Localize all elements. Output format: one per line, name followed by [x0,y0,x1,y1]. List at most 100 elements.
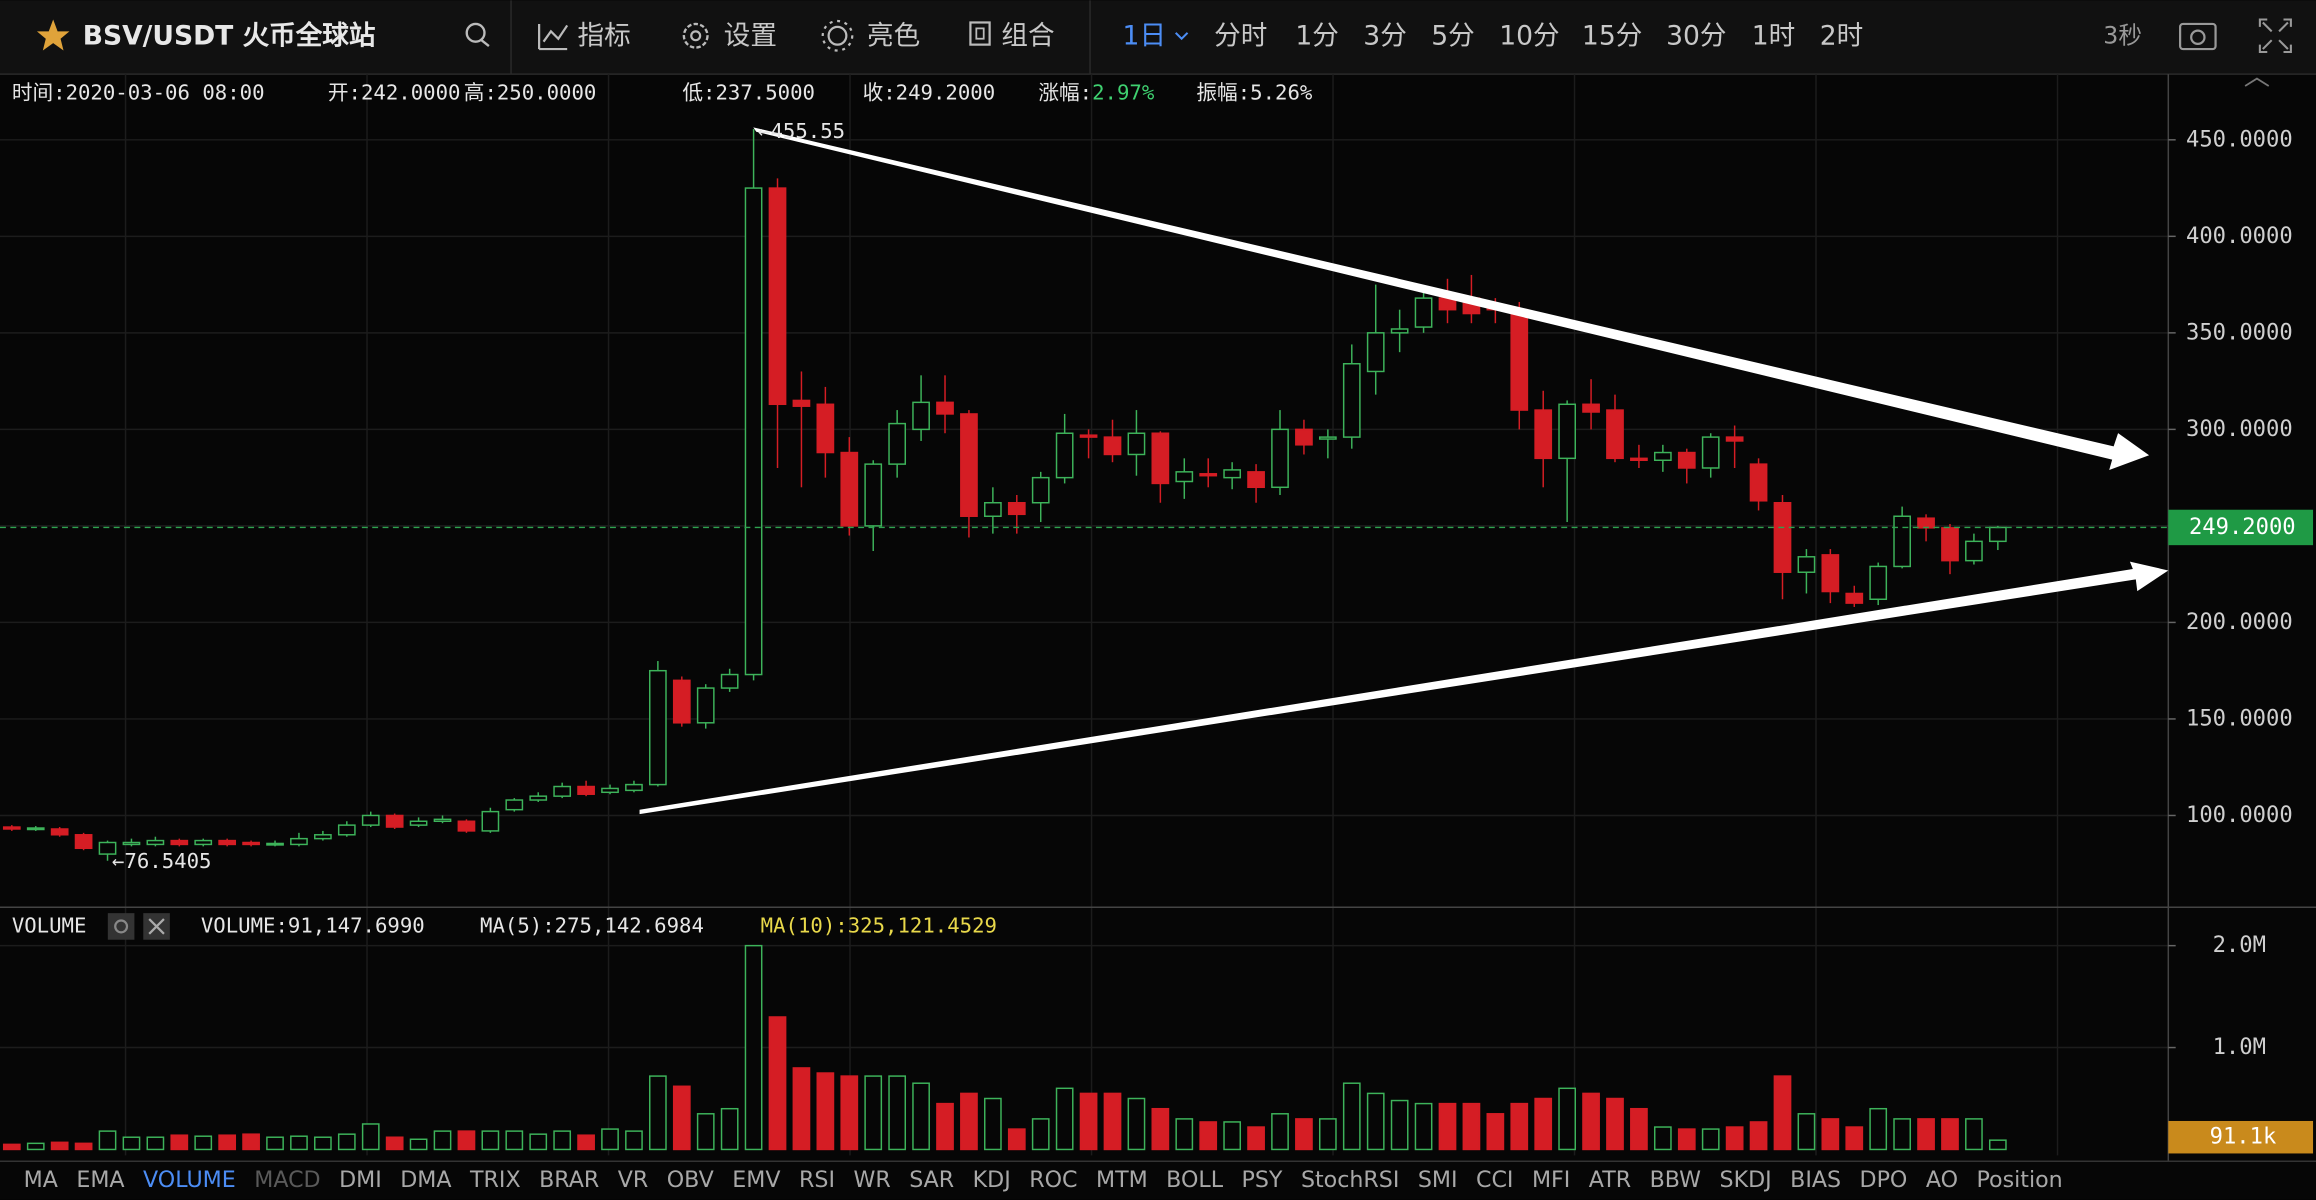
indicator-tab[interactable]: BIAS [1790,1167,1841,1193]
interval[interactable]: 10分 [1499,21,1559,52]
indicator-tab[interactable]: EMV [732,1167,780,1193]
trend-arrow [753,127,2150,471]
volume-bar [1342,1082,1361,1151]
indicator-tab[interactable]: DMI [339,1167,382,1193]
indicator-tab[interactable]: DMA [400,1167,451,1193]
interval[interactable]: 1分 [1295,21,1339,52]
indicator-tab[interactable]: WR [853,1167,890,1193]
interval-active[interactable]: 1日 [1123,21,1167,52]
candle-body [1701,436,1720,469]
volume-reading: VOLUME:91,147.6990 [201,913,425,937]
last-price-badge [2168,509,2314,546]
volume-bar [1223,1121,1242,1151]
indicator-tab[interactable]: BRAR [539,1167,599,1193]
indicator-tab[interactable]: VOLUME [143,1167,236,1193]
candle-body [170,839,189,846]
candle-body [1773,501,1792,573]
candle-body [74,834,93,850]
indicator-tab[interactable]: EMA [76,1167,124,1193]
indicator-tab[interactable]: MACD [254,1167,320,1193]
y-tick-label: 1.0M [2213,1034,2266,1060]
indicator-tab[interactable]: ROC [1029,1167,1077,1193]
indicator-tab[interactable]: Position [1976,1167,2062,1193]
favorite-star[interactable] [36,19,70,51]
candle-body [218,839,237,846]
volume-bar [266,1136,284,1151]
indicator-tab[interactable]: BBW [1650,1167,1702,1193]
volume-bar [337,1133,356,1151]
indicator-tab[interactable]: VR [618,1167,649,1193]
indicator-tab[interactable]: MTM [1096,1167,1148,1193]
volume-bar [242,1133,260,1151]
interval[interactable]: 1时 [1752,21,1796,52]
volume-bar [1534,1097,1553,1151]
interval[interactable]: 分时 [1214,21,1267,52]
candle-body [1366,332,1385,373]
menu-item[interactable]: 亮色 [867,21,920,52]
volume-bar [1988,1139,2007,1151]
volume-bar [1677,1128,1696,1151]
volume-bar [792,1067,811,1151]
volume-bar [744,944,763,1151]
search-icon[interactable] [465,22,490,48]
indicator-tab[interactable]: ATR [1589,1167,1631,1193]
interval[interactable]: 30分 [1666,21,1726,52]
volume-bar [912,1082,930,1151]
indicator-tab[interactable]: StochRSI [1301,1167,1399,1193]
indicator-tab[interactable]: CCI [1476,1167,1513,1193]
volume-bar [74,1142,93,1151]
indicator-tab[interactable]: AO [1926,1167,1958,1193]
symbol[interactable]: BSV/USDT 火币全球站 [83,21,376,52]
menu-item[interactable]: 设置 [724,21,777,52]
candle-body [1318,436,1337,440]
interval[interactable]: 3分 [1363,21,1407,52]
indicator-tab[interactable]: KDJ [973,1167,1011,1193]
candle-body [672,679,691,724]
indicator-tab[interactable]: PSY [1242,1167,1283,1193]
candle-body [888,422,907,465]
candle-body [601,787,619,794]
indicator-tab[interactable]: BOLL [1166,1167,1224,1193]
refresh-rate[interactable]: 3秒 [2103,22,2142,50]
indicator-tab[interactable]: SMI [1418,1167,1458,1193]
candle-body [409,820,428,826]
menu-item[interactable]: 组合 [1001,21,1054,52]
fullscreen-icon[interactable] [2258,18,2292,54]
interval[interactable]: 2时 [1820,21,1864,52]
info-value: 249.2000 [896,80,996,104]
volume-bar [720,1107,739,1151]
candle-body [1534,409,1553,460]
indicator-tab[interactable]: TRIX [469,1167,521,1193]
low-annotation: ←76.5405 [112,849,212,873]
indicator-tab[interactable]: DPO [1860,1167,1908,1193]
volume-readings: VOLUME:91,147.6990 MA(5):275,142.6984 MA(1… [201,913,997,937]
volume-bar [696,1113,715,1151]
candle-body [1677,451,1696,469]
y-tick-label: 400.0000 [2186,223,2293,249]
volume-bar [98,1130,117,1151]
volume-settings[interactable] [107,913,135,940]
indicator-tab[interactable]: OBV [667,1167,714,1193]
indicator-tab[interactable]: RSI [799,1167,835,1193]
volume-bar [1773,1075,1792,1151]
indicator-icon [538,23,569,51]
interval[interactable]: 15分 [1582,21,1642,52]
collapse-icon[interactable] [2244,77,2270,87]
plot [0,129,2169,1151]
volume-bar [1510,1102,1529,1151]
volume-bar [2,1143,21,1151]
interval[interactable]: 5分 [1431,21,1475,52]
indicator-tab[interactable]: SKDJ [1720,1167,1772,1193]
info-label: 时间: [12,80,66,104]
indicator-tab[interactable]: SAR [909,1167,954,1193]
candle-body [816,403,835,454]
candle-body [1965,540,1983,562]
indicator-tab[interactable]: MA [24,1167,58,1193]
indicator-tab[interactable]: MFI [1532,1167,1570,1193]
candle-body [1749,463,1768,502]
volume-bar [481,1130,500,1151]
candle-body [314,834,332,840]
screenshot-icon[interactable] [2179,22,2217,51]
candle-body [529,795,548,801]
menu-item[interactable]: 指标 [578,21,631,52]
